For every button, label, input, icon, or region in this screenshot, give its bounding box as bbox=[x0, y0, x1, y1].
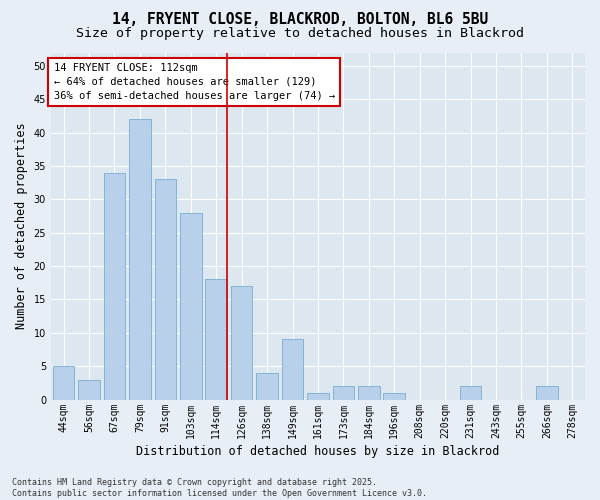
Bar bbox=[332, 386, 354, 400]
Y-axis label: Number of detached properties: Number of detached properties bbox=[15, 122, 28, 330]
Text: 14, FRYENT CLOSE, BLACKROD, BOLTON, BL6 5BU: 14, FRYENT CLOSE, BLACKROD, BOLTON, BL6 … bbox=[112, 12, 488, 28]
Bar bbox=[231, 286, 253, 400]
Bar bbox=[104, 172, 125, 400]
Bar bbox=[180, 212, 202, 400]
Bar bbox=[307, 393, 329, 400]
Bar bbox=[460, 386, 481, 400]
X-axis label: Distribution of detached houses by size in Blackrod: Distribution of detached houses by size … bbox=[136, 444, 500, 458]
Bar bbox=[358, 386, 380, 400]
Bar bbox=[205, 280, 227, 400]
Text: 14 FRYENT CLOSE: 112sqm
← 64% of detached houses are smaller (129)
36% of semi-d: 14 FRYENT CLOSE: 112sqm ← 64% of detache… bbox=[53, 63, 335, 101]
Bar bbox=[536, 386, 557, 400]
Text: Contains HM Land Registry data © Crown copyright and database right 2025.
Contai: Contains HM Land Registry data © Crown c… bbox=[12, 478, 427, 498]
Bar bbox=[78, 380, 100, 400]
Text: Size of property relative to detached houses in Blackrod: Size of property relative to detached ho… bbox=[76, 28, 524, 40]
Bar bbox=[129, 119, 151, 400]
Bar bbox=[155, 180, 176, 400]
Bar bbox=[53, 366, 74, 400]
Bar bbox=[282, 340, 304, 400]
Bar bbox=[256, 373, 278, 400]
Bar bbox=[383, 393, 405, 400]
